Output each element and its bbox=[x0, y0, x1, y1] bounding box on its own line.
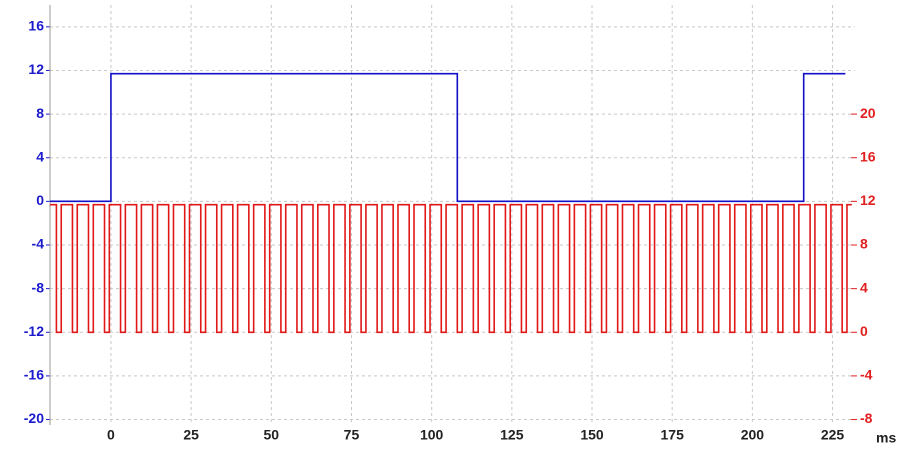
x-tick-label: 150 bbox=[580, 427, 604, 443]
y-tick-label: 12 bbox=[28, 61, 44, 77]
y2-tick-label: 0 bbox=[860, 323, 868, 339]
y2-tick-label: 16 bbox=[860, 148, 876, 164]
y-tick-label: -20 bbox=[24, 410, 44, 426]
y2-tick-label: -4 bbox=[860, 367, 873, 383]
x-tick-label: 0 bbox=[107, 427, 115, 443]
y-tick-label: 0 bbox=[36, 192, 44, 208]
x-tick-label: 200 bbox=[741, 427, 765, 443]
x-tick-label: 175 bbox=[661, 427, 685, 443]
series-line bbox=[50, 72, 846, 203]
x-tick-label: 50 bbox=[264, 427, 280, 443]
series-line bbox=[50, 203, 852, 334]
x-tick-label: 25 bbox=[183, 427, 199, 443]
y2-tick-label: 4 bbox=[860, 279, 868, 295]
y-tick-label: -12 bbox=[24, 323, 44, 339]
y-tick-label: 16 bbox=[28, 18, 44, 34]
y-tick-label: 4 bbox=[36, 148, 44, 164]
x-tick-label: 75 bbox=[344, 427, 360, 443]
x-unit-label: ms bbox=[876, 430, 896, 446]
x-tick-label: 225 bbox=[821, 427, 845, 443]
y2-tick-label: -8 bbox=[860, 410, 873, 426]
y2-tick-label: 12 bbox=[860, 192, 876, 208]
y-tick-label: -4 bbox=[32, 236, 45, 252]
x-tick-label: 125 bbox=[500, 427, 524, 443]
y2-tick-label: 8 bbox=[860, 236, 868, 252]
y2-tick-label: 20 bbox=[860, 105, 876, 121]
y-tick-label: -16 bbox=[24, 367, 44, 383]
y-tick-label: 8 bbox=[36, 105, 44, 121]
x-tick-label: 100 bbox=[420, 427, 444, 443]
y-tick-label: -8 bbox=[32, 279, 45, 295]
